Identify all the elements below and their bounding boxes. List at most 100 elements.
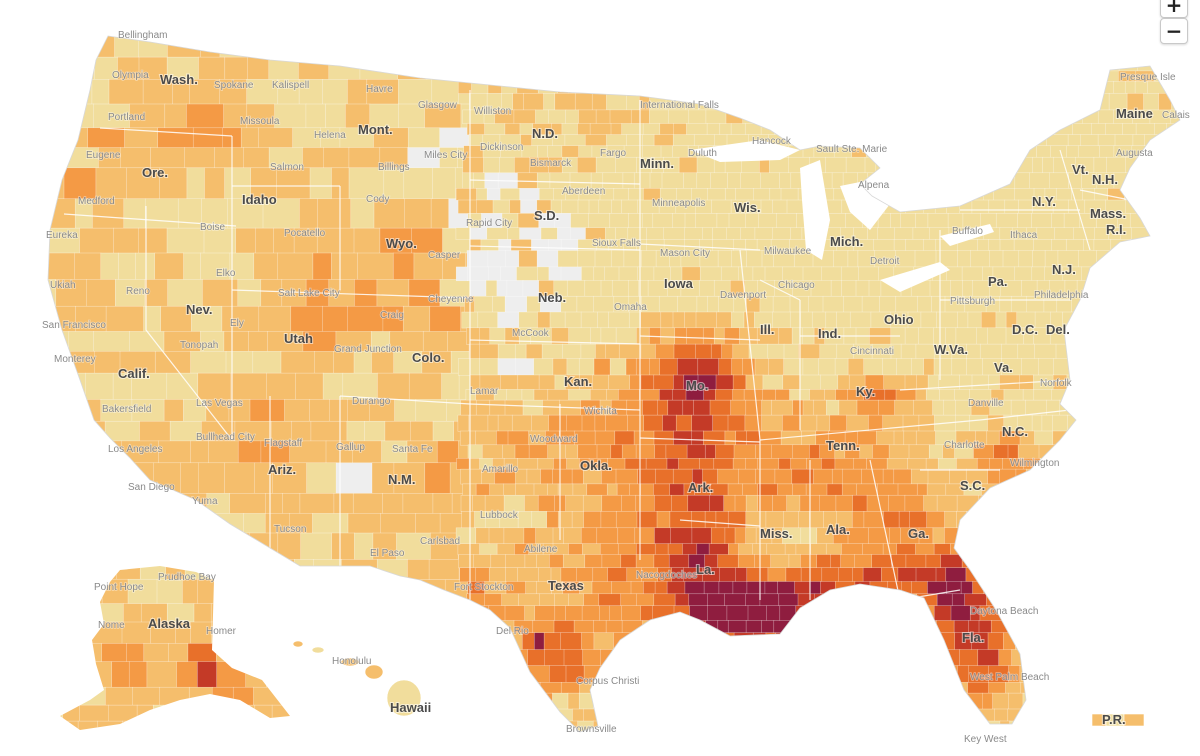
county-east-1741[interactable] — [795, 543, 812, 556]
county-east-1743[interactable] — [825, 543, 842, 556]
county-east-1271[interactable] — [730, 399, 747, 416]
county-east-1911[interactable] — [568, 593, 585, 607]
county-east-415[interactable] — [561, 145, 580, 158]
county-east-1682[interactable] — [634, 527, 655, 545]
county-east-1194[interactable] — [988, 374, 1000, 390]
county-east-957[interactable] — [999, 295, 1012, 313]
county-west-279[interactable] — [364, 420, 386, 442]
county-east-1165[interactable] — [538, 374, 556, 390]
county-east-2051[interactable] — [581, 632, 595, 651]
county-west-191[interactable] — [191, 305, 223, 332]
county-east-1920[interactable] — [724, 593, 747, 607]
county-east-2001[interactable] — [553, 620, 575, 634]
county-east-517[interactable] — [696, 172, 712, 189]
county-west-241[interactable] — [266, 372, 297, 400]
county-west-94[interactable] — [302, 147, 325, 169]
ak-borough-82[interactable] — [79, 704, 110, 722]
county-east-1556[interactable] — [877, 483, 899, 496]
county-east-1831[interactable] — [767, 567, 787, 583]
county-east-743[interactable] — [531, 239, 550, 252]
county-east-1126[interactable] — [659, 358, 678, 376]
county-east-1457[interactable] — [778, 458, 791, 470]
county-east-2237[interactable] — [567, 692, 580, 710]
county-east-1277[interactable] — [813, 399, 827, 416]
county-east-695[interactable] — [507, 227, 521, 240]
county-east-884[interactable] — [584, 280, 602, 297]
county-east-1349[interactable] — [507, 430, 530, 446]
county-east-1693[interactable] — [800, 527, 818, 545]
county-east-1918[interactable] — [688, 593, 708, 607]
county-east-1282[interactable] — [894, 399, 914, 416]
county-east-2286[interactable] — [572, 708, 585, 722]
county-east-1145[interactable] — [951, 358, 968, 376]
county-east-1468[interactable] — [956, 458, 978, 470]
county-east-1464[interactable] — [886, 458, 908, 470]
county-east-1033[interactable] — [686, 327, 704, 345]
county-east-235[interactable] — [523, 93, 545, 111]
county-east-1870[interactable] — [654, 581, 668, 595]
county-west-239[interactable] — [197, 372, 232, 400]
county-east-1448[interactable] — [624, 458, 647, 470]
hawaii-island-oahu[interactable] — [311, 646, 325, 654]
county-east-1330[interactable] — [955, 414, 970, 432]
county-east-1236[interactable] — [915, 389, 927, 401]
county-west-129[interactable] — [317, 198, 352, 229]
county-east-947[interactable] — [822, 295, 844, 313]
county-east-981[interactable] — [660, 311, 674, 329]
county-east-1772[interactable] — [562, 554, 586, 569]
county-east-446[interactable] — [1036, 145, 1052, 158]
county-east-458[interactable] — [499, 156, 515, 174]
county-east-1552[interactable] — [805, 483, 828, 496]
county-east-1955[interactable] — [554, 605, 567, 621]
county-east-1921[interactable] — [745, 593, 761, 607]
county-east-1143[interactable] — [923, 358, 935, 376]
county-west-126[interactable] — [227, 198, 264, 229]
county-east-936[interactable] — [658, 295, 678, 313]
county-east-841[interactable] — [618, 266, 639, 282]
county-east-2266[interactable] — [992, 692, 1009, 710]
county-east-459[interactable] — [514, 156, 531, 174]
county-east-1878[interactable] — [777, 581, 796, 595]
county-east-598[interactable] — [457, 199, 477, 214]
county-east-1130[interactable] — [731, 358, 743, 376]
county-west-198[interactable] — [402, 305, 431, 332]
county-east-361[interactable] — [1122, 123, 1137, 136]
county-east-1907[interactable] — [501, 593, 519, 607]
county-west-102[interactable] — [63, 167, 97, 200]
county-east-1120[interactable] — [578, 358, 595, 376]
county-east-1548[interactable] — [742, 483, 759, 496]
county-east-2143[interactable] — [549, 665, 567, 683]
county-east-1210[interactable] — [506, 389, 523, 401]
county-east-1103[interactable] — [1034, 343, 1057, 360]
county-west-54[interactable] — [93, 103, 130, 129]
county-east-514[interactable] — [649, 172, 663, 189]
county-east-1510[interactable] — [927, 468, 950, 485]
county-east-1173[interactable] — [653, 374, 674, 390]
county-east-976[interactable] — [580, 311, 599, 329]
county-east-1373[interactable] — [903, 430, 917, 446]
county-west-345[interactable] — [347, 513, 381, 534]
county-east-1100[interactable] — [979, 343, 1002, 360]
county-east-1599[interactable] — [835, 494, 854, 512]
county-east-1026[interactable] — [590, 327, 602, 345]
county-east-513[interactable] — [633, 172, 651, 189]
county-east-1451[interactable] — [678, 458, 701, 470]
county-east-1686[interactable] — [710, 527, 726, 545]
county-east-1547[interactable] — [727, 483, 744, 496]
county-east-463[interactable] — [576, 156, 597, 174]
county-east-518[interactable] — [710, 172, 729, 189]
county-east-1371[interactable] — [876, 430, 895, 446]
county-east-944[interactable] — [772, 295, 791, 313]
county-east-1513[interactable] — [987, 468, 1001, 485]
county-east-1048[interactable] — [904, 327, 920, 345]
county-west-133[interactable] — [430, 198, 450, 229]
county-west-331[interactable] — [402, 493, 434, 514]
ak-borough-72[interactable] — [105, 686, 133, 706]
county-east-1409[interactable] — [771, 444, 794, 459]
county-east-422[interactable] — [672, 145, 689, 158]
county-east-1144[interactable] — [933, 358, 953, 376]
county-east-1405[interactable] — [704, 444, 716, 459]
county-east-1680[interactable] — [596, 527, 619, 545]
county-east-1960[interactable] — [621, 605, 642, 621]
county-east-1416[interactable] — [872, 444, 890, 459]
